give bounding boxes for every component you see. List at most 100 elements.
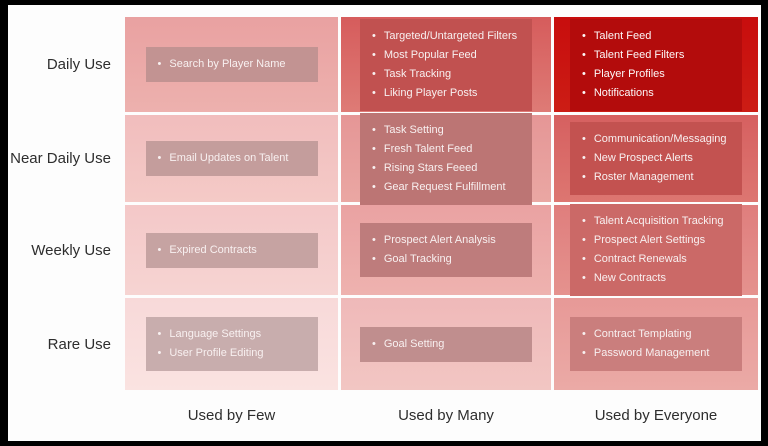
feature-label: Task Setting <box>383 123 444 136</box>
feature-label: Roster Management <box>593 171 694 183</box>
feature-item: • Liking Player Posts <box>372 84 528 103</box>
feature-label: Prospect Alert Analysis <box>383 234 496 246</box>
feature-item: • Password Management <box>582 344 738 363</box>
feature-label: Most Popular Feed <box>383 48 477 61</box>
feature-item: • Contract Renewals <box>582 250 738 269</box>
bullet-icon: • <box>582 328 586 340</box>
bullet-icon: • <box>372 29 376 42</box>
row-label-near-daily-use: Near Daily Use <box>10 150 111 167</box>
feature-item: • Prospect Alert Settings <box>582 231 738 250</box>
feature-label: Fresh Talent Feed <box>383 142 473 155</box>
bullet-icon: • <box>582 215 586 227</box>
feature-group: • Contract Templating • Password Managemen… <box>570 317 742 371</box>
bullet-icon: • <box>582 86 586 99</box>
feature-item: • Talent Feed Filters <box>582 46 738 65</box>
feature-label: User Profile Editing <box>169 347 264 359</box>
feature-group: • Language Settings • User Profile Editing <box>145 317 318 371</box>
feature-item: • Task Setting <box>372 121 528 140</box>
bullet-icon: • <box>372 142 376 155</box>
feature-group: • Prospect Alert Analysis • Goal Tracking <box>360 223 532 277</box>
bullet-icon: • <box>582 133 586 145</box>
feature-item: • Contract Templating <box>582 325 738 344</box>
bullet-icon: • <box>157 328 162 340</box>
feature-item: • Gear Request Fulfillment <box>372 178 528 197</box>
cell-near-daily-everyone: • Communication/Messaging • New Prospect A… <box>554 115 758 202</box>
feature-label: Password Management <box>593 347 710 359</box>
bullet-icon: • <box>372 253 376 265</box>
feature-label: Talent Acquisition Tracking <box>593 215 724 227</box>
cell-weekly-many: • Prospect Alert Analysis • Goal Tracking <box>341 205 551 295</box>
feature-group: • Talent Acquisition Tracking • Prospect A… <box>570 204 742 296</box>
feature-item: • Goal Setting <box>372 335 528 354</box>
cell-daily-few: • Search by Player Name <box>125 17 338 112</box>
feature-label: Contract Renewals <box>593 253 687 265</box>
bullet-icon: • <box>372 180 376 193</box>
feature-label: Email Updates on Talent <box>169 152 289 164</box>
feature-item: • Prospect Alert Analysis <box>372 231 528 250</box>
feature-item: • Roster Management <box>582 168 738 187</box>
feature-label: Expired Contracts <box>169 243 257 256</box>
feature-group: • Task Setting • Fresh Talent Feed • Rising… <box>360 112 532 205</box>
feature-item: • Talent Feed <box>582 27 738 46</box>
cell-daily-everyone: • Talent Feed • Talent Feed Filters • Playe… <box>554 17 758 112</box>
feature-label: Search by Player Name <box>169 58 286 70</box>
bullet-icon: • <box>372 234 376 246</box>
bullet-icon: • <box>582 67 586 80</box>
feature-label: Communication/Messaging <box>593 133 727 145</box>
feature-item: • Notifications <box>582 84 738 103</box>
feature-label: Gear Request Fulfillment <box>383 180 506 193</box>
row-label-daily-use: Daily Use <box>46 56 111 73</box>
bullet-icon: • <box>372 337 376 350</box>
feature-label: Language Settings <box>169 328 262 340</box>
feature-item: • Language Settings <box>158 325 314 344</box>
col-label-spacer <box>8 393 122 426</box>
feature-item: • Search by Player Name <box>158 55 314 74</box>
feature-item: • Expired Contracts <box>158 241 314 260</box>
bullet-icon: • <box>582 48 586 61</box>
feature-item: • Fresh Talent Feed <box>372 140 528 159</box>
feature-item: • Talent Acquisition Tracking <box>582 212 738 231</box>
bullet-icon: • <box>372 67 376 80</box>
feature-label: New Prospect Alerts <box>593 152 693 164</box>
bullet-icon: • <box>582 171 586 183</box>
feature-item: • Email Updates on Talent <box>158 149 314 168</box>
feature-item: • User Profile Editing <box>158 344 314 363</box>
cell-rare-everyone: • Contract Templating • Password Managemen… <box>554 298 758 390</box>
cell-near-daily-many: • Task Setting • Fresh Talent Feed • Rising… <box>341 112 551 205</box>
feature-group: • Talent Feed • Talent Feed Filters • Playe… <box>570 18 742 111</box>
feature-item: • Rising Stars Feeed <box>372 159 528 178</box>
feature-item: • New Prospect Alerts <box>582 149 738 168</box>
col-label-used-by-few: Used by Few <box>187 407 276 424</box>
feature-label: Rising Stars Feeed <box>383 161 478 174</box>
cell-weekly-everyone: • Talent Acquisition Tracking • Prospect A… <box>554 204 758 296</box>
cell-rare-many: • Goal Setting <box>341 298 551 390</box>
feature-item: • Communication/Messaging <box>582 130 738 149</box>
feature-label: Player Profiles <box>593 67 665 80</box>
bullet-icon: • <box>372 48 376 61</box>
feature-label: Goal Tracking <box>383 253 452 265</box>
feature-item: • Task Tracking <box>372 65 528 84</box>
bullet-icon: • <box>582 347 586 359</box>
bullet-icon: • <box>582 29 586 42</box>
feature-group: • Search by Player Name <box>145 47 318 82</box>
bullet-icon: • <box>582 152 586 164</box>
bullet-icon: • <box>372 161 376 174</box>
col-label-used-by-everyone: Used by Everyone <box>594 407 718 424</box>
bullet-icon: • <box>157 58 162 70</box>
feature-item: • Most Popular Feed <box>372 46 528 65</box>
row-label-rare-use: Rare Use <box>47 335 111 353</box>
feature-label: Goal Setting <box>383 337 445 350</box>
bullet-icon: • <box>372 86 376 99</box>
cell-daily-many: • Targeted/Untargeted Filters • Most Popul… <box>341 17 551 112</box>
feature-group: • Expired Contracts <box>145 232 318 268</box>
feature-label: Contract Templating <box>593 328 692 340</box>
cell-weekly-few: • Expired Contracts <box>125 205 338 295</box>
bullet-icon: • <box>157 347 162 359</box>
bullet-icon: • <box>582 272 586 284</box>
usage-matrix: Daily Use • Search by Player Name • Target… <box>8 17 758 426</box>
feature-group: • Email Updates on Talent <box>145 141 318 176</box>
feature-label: Prospect Alert Settings <box>593 234 706 246</box>
feature-item: • Targeted/Untargeted Filters <box>372 27 528 46</box>
feature-label: Liking Player Posts <box>383 86 478 99</box>
feature-label: Task Tracking <box>383 67 452 80</box>
